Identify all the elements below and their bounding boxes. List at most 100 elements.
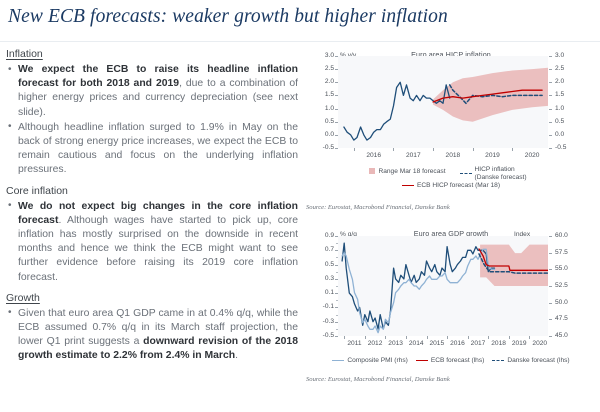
legend-label: HICP inflation (Danske forecast) bbox=[474, 166, 527, 181]
x-axis-tick: 2014 bbox=[408, 340, 424, 347]
y-axis-tickmark-left bbox=[335, 82, 338, 84]
x-axis-tickmark bbox=[393, 148, 395, 151]
y-axis-tick-right: 50.0 bbox=[555, 298, 568, 306]
x-axis-tickmark bbox=[472, 148, 474, 151]
x-axis-tick: 2015 bbox=[429, 340, 445, 347]
y-axis-tickmark-right bbox=[549, 302, 552, 304]
y-axis-tickmark-left bbox=[335, 95, 338, 97]
bullet-item: We do not expect big changes in the core… bbox=[6, 199, 298, 285]
section-heading: Growth bbox=[6, 291, 40, 304]
legend-swatch-line bbox=[401, 185, 414, 187]
x-axis-tick: 2019 bbox=[485, 152, 500, 159]
y-axis-tick-right: 3.0 bbox=[555, 52, 565, 59]
chart-source: Source: Eurostat, Macrobond Financial, D… bbox=[306, 376, 450, 383]
y-axis-tick-left: -0.5 bbox=[322, 332, 334, 339]
chart-source: Source: Eurostat, Macrobond Financial, D… bbox=[306, 204, 450, 211]
x-axis-tick: 2012 bbox=[367, 340, 383, 347]
y-axis-tick-left: -0.5 bbox=[322, 144, 334, 151]
bullet-text: , due to a combination of higher energy … bbox=[18, 78, 298, 118]
x-axis-tickmark bbox=[447, 336, 449, 339]
bullet-content-column: Inflation We expect the ECB to raise its … bbox=[6, 48, 298, 371]
y-axis-tickmark-left bbox=[335, 336, 338, 337]
bullet-text: . bbox=[235, 350, 238, 362]
x-axis-tick: 2020 bbox=[524, 152, 540, 159]
y-axis-tick-left: -0.3 bbox=[322, 317, 334, 325]
plot-area bbox=[338, 236, 548, 336]
bullet-list: Given that euro area Q1 GDP came in at 0… bbox=[6, 306, 298, 364]
legend-label: Composite PMI (rhs) bbox=[347, 357, 408, 364]
legend-label: ECB forecast (lhs) bbox=[430, 357, 485, 364]
y-axis-tickmark-left bbox=[335, 108, 338, 110]
x-axis-tick: 2018 bbox=[445, 152, 461, 159]
y-axis-tick-left: -0.1 bbox=[322, 303, 334, 311]
y-axis-tickmark-left bbox=[335, 56, 338, 57]
y-axis-minor-tickmark bbox=[336, 300, 338, 302]
y-axis-minor-tickmark bbox=[336, 314, 338, 316]
y-axis-tickmark-right bbox=[549, 56, 552, 57]
legend-swatch-dash bbox=[492, 360, 505, 361]
x-axis-tickmark bbox=[364, 336, 366, 339]
y-axis-tick-left: 0.5 bbox=[324, 260, 334, 268]
bullet-text: . Although wages have started to pick up… bbox=[18, 214, 298, 283]
bullet-item: Although headline inflation surged to 1.… bbox=[6, 120, 298, 178]
y-axis-tickmark-right bbox=[549, 286, 552, 287]
bullet-item: Given that euro area Q1 GDP came in at 0… bbox=[6, 306, 298, 364]
title-divider bbox=[0, 41, 600, 42]
chart-legend: Range Mar 18 forecast HICP inflation (Dan… bbox=[306, 166, 596, 189]
y-axis-tick-right: 52.5 bbox=[555, 282, 568, 289]
y-axis-tick-right: 60.0 bbox=[555, 232, 568, 239]
x-axis-tickmark bbox=[344, 336, 346, 339]
legend-item: Danske forecast (lhs) bbox=[492, 357, 570, 364]
y-axis-tick-right: -0.5 bbox=[555, 144, 567, 151]
y-axis-tick-left: 0.3 bbox=[324, 274, 334, 282]
y-axis-tickmark-left bbox=[335, 236, 338, 237]
bullet-text-emphasis: We do not expect big changes in the core… bbox=[18, 200, 298, 226]
x-axis-tickmark bbox=[385, 336, 387, 339]
chart-gdp-growth: Euro area GDP growth % q/q Index 0.9 0.7 0.5 0… bbox=[306, 224, 596, 406]
y-axis-unit-left: % q/q bbox=[340, 231, 357, 238]
y-axis-tickmark-right bbox=[549, 236, 552, 237]
y-axis-tick-right: 2.5 bbox=[555, 65, 565, 73]
y-axis-tick-left: 0.9 bbox=[324, 232, 334, 239]
legend-item: Composite PMI (rhs) bbox=[332, 357, 408, 364]
y-axis-tickmark-right bbox=[549, 148, 552, 149]
legend-swatch-line bbox=[332, 360, 345, 361]
x-axis-tick: 2019 bbox=[511, 340, 527, 347]
legend-item: Range Mar 18 forecast bbox=[369, 168, 446, 175]
y-axis-tickmark-left bbox=[335, 69, 338, 71]
bullet-list: We do not expect big changes in the core… bbox=[6, 199, 298, 285]
y-axis-tickmark-left bbox=[335, 134, 338, 136]
y-axis-tick-right: 45.0 bbox=[555, 332, 568, 339]
x-axis-tick: 2016 bbox=[366, 152, 381, 159]
y-axis-tick-left: 3.0 bbox=[324, 52, 334, 59]
legend-item: ECB forecast (lhs) bbox=[415, 357, 485, 364]
y-axis-tickmark-left bbox=[335, 278, 338, 280]
x-axis-tickmark bbox=[467, 336, 469, 339]
chart-legend: Composite PMI (rhs) ECB forecast (lhs) Dan… bbox=[306, 356, 596, 364]
chart-hicp-inflation: Euro area HICP inflation % y/y 3.0 2.5 2.0 1.… bbox=[306, 44, 596, 224]
y-axis-tickmark-right bbox=[549, 69, 552, 71]
x-axis-tick: 2011 bbox=[347, 340, 362, 347]
x-axis-tickmark bbox=[353, 148, 355, 151]
x-axis-tickmark bbox=[426, 336, 428, 339]
bullet-text: Given that euro area Q1 GDP came in at 0… bbox=[18, 307, 298, 348]
y-axis-tick-left: 2.0 bbox=[324, 78, 334, 86]
x-axis-tick: 2017 bbox=[405, 152, 421, 159]
y-axis-tickmark-left bbox=[335, 293, 338, 295]
chart-title: Euro area GDP growth bbox=[413, 229, 489, 238]
x-axis-tick: 2013 bbox=[388, 340, 403, 347]
y-axis-tick-right: 57.5 bbox=[555, 248, 568, 256]
legend-item: ECB HICP forecast (Mar 18) bbox=[401, 182, 500, 189]
x-axis-tickmark bbox=[529, 336, 531, 339]
section-heading: Inflation bbox=[6, 48, 43, 60]
x-axis-tickmark bbox=[508, 336, 510, 339]
y-axis-tick-left: 2.5 bbox=[324, 65, 334, 73]
y-axis-tickmark-right bbox=[549, 269, 552, 271]
bullet-text-emphasis: We expect the ECB to raise its headline … bbox=[18, 64, 298, 90]
y-axis-tickmark-right bbox=[549, 121, 552, 123]
y-axis-tick-left: 0.0 bbox=[324, 130, 334, 138]
x-axis-tickmark bbox=[405, 336, 407, 339]
bullet-list: We expect the ECB to raise its headline … bbox=[6, 63, 298, 178]
y-axis-tickmark-left bbox=[335, 307, 338, 309]
y-axis-tick-left: 1.0 bbox=[324, 104, 334, 112]
